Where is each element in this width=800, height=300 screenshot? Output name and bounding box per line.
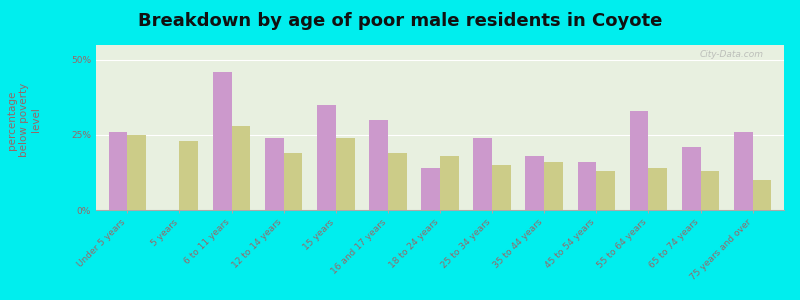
Bar [336,138,354,210]
Bar [213,72,231,210]
Bar [284,153,302,210]
Bar [492,165,511,210]
Bar [369,120,388,210]
Bar [474,138,492,210]
Bar [682,147,701,210]
Bar [317,105,336,210]
Bar [526,156,544,210]
Bar [127,135,146,210]
Bar [179,141,198,210]
Text: Breakdown by age of poor male residents in Coyote: Breakdown by age of poor male residents … [138,12,662,30]
Bar [596,171,615,210]
Bar [265,138,284,210]
Bar [422,168,440,210]
Bar [388,153,406,210]
Bar [578,162,596,210]
Bar [649,168,667,210]
Bar [734,132,753,210]
Bar [544,162,563,210]
Bar [753,180,771,210]
Bar [701,171,719,210]
Text: percentage
below poverty
level: percentage below poverty level [7,83,41,157]
Bar [231,126,250,210]
Bar [630,111,649,210]
Bar [109,132,127,210]
Text: City-Data.com: City-Data.com [699,50,763,59]
Bar [440,156,458,210]
